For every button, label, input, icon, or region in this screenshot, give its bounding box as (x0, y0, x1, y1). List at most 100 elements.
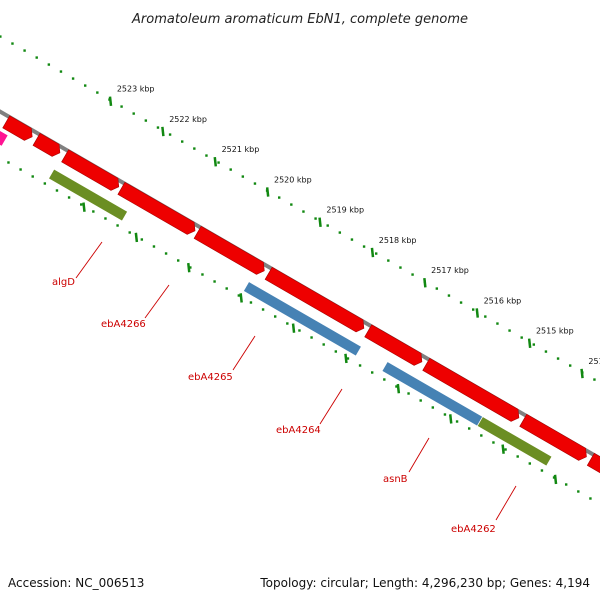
ruler-dot (164, 252, 168, 255)
ruler-dot (435, 287, 439, 290)
ruler-dot (189, 266, 192, 269)
ruler-dot (55, 189, 59, 192)
ruler-dot (395, 385, 398, 388)
scale-tick-label: 2522 kbp (169, 115, 207, 124)
cds-feature (2, 115, 33, 141)
scale-tick-minor (134, 232, 139, 243)
gene-label: asnB (383, 474, 408, 485)
ruler-dot (350, 238, 354, 241)
ruler-dot (556, 357, 560, 360)
gene-label: algD (52, 277, 75, 288)
ruler-dot (467, 427, 471, 430)
cds-feature (264, 266, 365, 333)
scale-tick-label: 2523 kbp (117, 85, 155, 94)
ruler-dot (261, 308, 265, 311)
gene-feature (47, 168, 129, 222)
ruler-dot (104, 217, 107, 220)
cds-feature (519, 413, 587, 461)
ruler-dot (443, 413, 447, 416)
gene-callout-line (319, 388, 343, 425)
scale-tick-minor (187, 262, 191, 273)
cds-features (0, 115, 600, 474)
ruler-dot (447, 294, 451, 297)
gene-callout-line (232, 335, 256, 371)
ruler-dot (455, 420, 459, 423)
ruler-dot (96, 91, 99, 94)
ruler-dot (59, 70, 63, 73)
gene-features (47, 168, 553, 467)
ruler-dot (67, 196, 71, 199)
ruler-dot (528, 462, 532, 465)
ruler-dot (334, 350, 338, 353)
genome-summary-text: Topology: circular; Length: 4,296,230 bp… (259, 576, 590, 590)
ruler-dot (374, 252, 378, 255)
gene-callouts: algD ebA4266 ebA4265 ebA4264 asnB ebA4262 (52, 241, 517, 535)
ruler-dot (80, 203, 83, 206)
ruler-dot (23, 49, 26, 52)
ruler-dot (387, 259, 390, 262)
cds-feature (422, 357, 520, 422)
ruler-dot (532, 343, 536, 346)
scale-tick (161, 126, 165, 137)
ruler-dot (168, 133, 172, 136)
ruler-dot (492, 441, 495, 444)
ruler-dot (564, 483, 568, 486)
ruler-dot (241, 175, 245, 178)
scale-tick-minor (239, 293, 243, 303)
scale-tick-minor (82, 202, 86, 212)
ruler-dot (217, 161, 220, 164)
ruler-dot (84, 84, 87, 87)
ruler-dot (286, 322, 289, 325)
ruler-dot (407, 392, 410, 395)
ruler-dot (152, 245, 156, 248)
scale-tick-minor (344, 353, 348, 364)
ruler-dot (370, 371, 374, 374)
ruler-dot (431, 406, 435, 409)
gene-feature (242, 281, 362, 357)
scale-tick (580, 368, 584, 379)
ruler-dot (193, 147, 196, 150)
ruler-dot (278, 196, 281, 199)
ruler-dot (201, 273, 204, 276)
ruler-dot (274, 315, 277, 318)
scale-tick-minor (291, 323, 296, 333)
ruler-dot (508, 329, 511, 332)
scale-tick-minor (501, 444, 505, 454)
ruler-dot (471, 308, 475, 311)
scale-tick-label: 2518 kbp (379, 236, 417, 245)
cds-feature (117, 181, 196, 235)
scale-tick-minor (396, 383, 401, 394)
ruler-dot (35, 56, 38, 59)
scale-tick (318, 217, 322, 227)
ruler-dot (540, 469, 544, 472)
ruler-dot (290, 203, 293, 206)
ruler-dot (568, 364, 572, 367)
ruler-dot (577, 490, 580, 493)
ruler-dot (132, 112, 135, 115)
ruler-dot (0, 35, 2, 38)
ruler-dots (0, 35, 596, 500)
scale-tick-label: 2521 kbp (222, 145, 260, 154)
gene-label: ebA4262 (451, 524, 496, 535)
gene-callout-line (144, 284, 170, 319)
ruler-dot (496, 322, 499, 325)
cds-feature (32, 132, 61, 157)
ruler-dot (229, 168, 232, 171)
scale-tick-label: 2517 kbp (431, 266, 469, 275)
scale-tick-minor (553, 474, 558, 485)
scale-tick-label: 2519 kbp (326, 206, 364, 215)
scale-tick (475, 308, 479, 318)
ruler-dot (7, 161, 10, 164)
ruler-dot (298, 329, 301, 332)
ruler-dot (47, 63, 51, 66)
gene-callout-line (75, 241, 103, 279)
ruler-dot (213, 280, 216, 283)
ruler-dot (480, 434, 483, 437)
ruler-dot (43, 182, 47, 185)
scale-tick (265, 187, 270, 197)
gene-callout-line (495, 485, 517, 521)
ruler-dot (31, 175, 34, 178)
ruler-dot (253, 182, 257, 185)
